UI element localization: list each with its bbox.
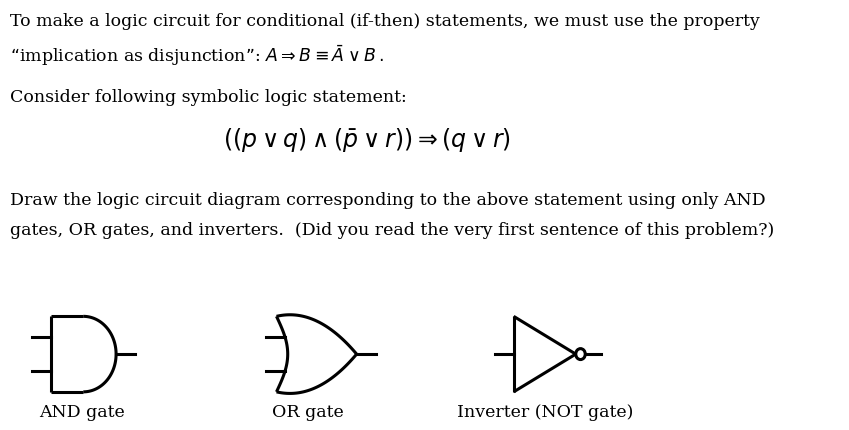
Text: Consider following symbolic logic statement:: Consider following symbolic logic statem…: [10, 89, 407, 106]
Text: OR gate: OR gate: [272, 404, 344, 421]
Text: AND gate: AND gate: [39, 404, 125, 421]
Text: “implication as disjunction”: $A \Rightarrow B \equiv \bar{A} \vee B\,.$: “implication as disjunction”: $A \Righta…: [10, 43, 384, 68]
Text: To make a logic circuit for conditional (if-then) statements, we must use the pr: To make a logic circuit for conditional …: [10, 13, 760, 30]
Text: Inverter (NOT gate): Inverter (NOT gate): [457, 404, 633, 421]
Text: Draw the logic circuit diagram corresponding to the above statement using only A: Draw the logic circuit diagram correspon…: [10, 192, 766, 209]
Text: $((p \vee q) \wedge (\bar{p} \vee r)) \Rightarrow (q \vee r)$: $((p \vee q) \wedge (\bar{p} \vee r)) \R…: [223, 126, 511, 154]
Text: gates, OR gates, and inverters.  (Did you read the very first sentence of this p: gates, OR gates, and inverters. (Did you…: [10, 222, 774, 239]
